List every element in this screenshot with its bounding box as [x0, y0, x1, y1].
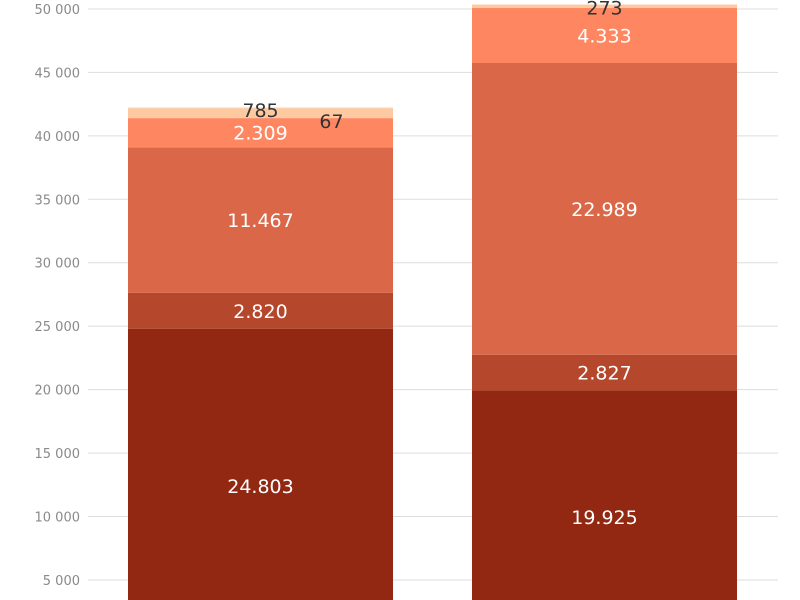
y-tick-label: 5 000: [43, 574, 80, 589]
y-tick-label: 45 000: [35, 66, 81, 81]
y-tick-label: 50 000: [35, 3, 81, 18]
data-label: 11.467: [227, 210, 293, 232]
bar-segment: [472, 354, 737, 391]
data-label: 785: [242, 100, 278, 122]
data-label: 2.309: [233, 123, 287, 145]
y-tick-label: 20 000: [35, 384, 81, 399]
data-label: 2.820: [233, 301, 287, 323]
bar-segment: [128, 118, 393, 148]
bar-segment: [472, 390, 737, 600]
y-tick-label: 35 000: [35, 193, 81, 208]
data-label: 22.989: [571, 199, 637, 221]
data-label: 273: [586, 0, 622, 20]
y-tick-label: 15 000: [35, 447, 81, 462]
data-label: 19.925: [571, 507, 637, 529]
bar-segment: [128, 292, 393, 329]
bar-segment: [128, 107, 393, 109]
y-tick-label: 25 000: [35, 320, 81, 335]
bar-segment: [472, 62, 737, 355]
data-label: 67: [319, 111, 343, 133]
y-tick-label: 30 000: [35, 257, 81, 272]
bar-segment: [128, 147, 393, 293]
data-label: 4.333: [577, 26, 631, 48]
y-tick-label: 40 000: [35, 130, 81, 145]
bar-segment: [472, 8, 737, 63]
data-label: 2.827: [577, 363, 631, 385]
y-tick-label: 10 000: [35, 511, 81, 526]
bar-segment: [128, 108, 393, 119]
data-label: 24.803: [227, 476, 293, 498]
bar-segment: [128, 328, 393, 600]
bar-segment: [472, 4, 737, 9]
